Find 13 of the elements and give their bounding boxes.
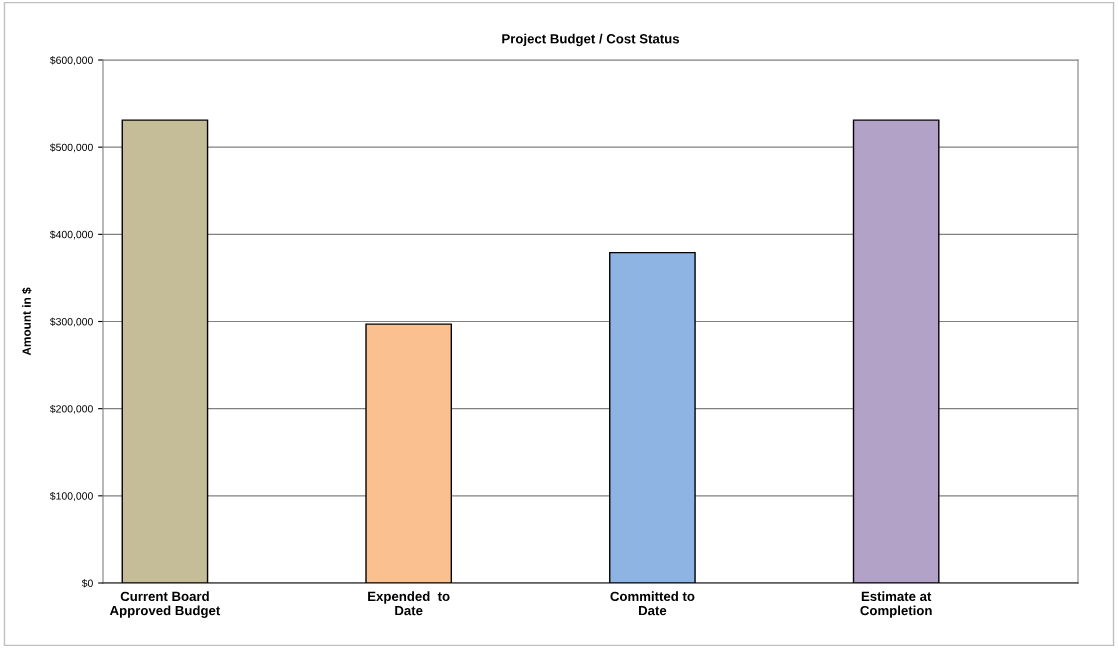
y-tick-label: $0: [81, 579, 93, 588]
x-tick-label: Current Board Approved Budget: [109, 591, 221, 618]
y-tick-label: $300,000: [49, 317, 93, 327]
y-axis-title: Amount in $: [21, 287, 32, 356]
y-tick-label: $600,000: [49, 56, 93, 66]
x-tick-label: Expended to Date: [368, 591, 450, 616]
y-tick-label: $500,000: [49, 143, 93, 153]
y-tick-label: $100,000: [49, 491, 93, 501]
chart-title: Project Budget / Cost Status: [502, 33, 680, 47]
x-tick-label: Estimate at Completion: [860, 591, 932, 618]
y-tick-label: $200,000: [49, 404, 93, 414]
x-tick-label: Committed to Date: [610, 591, 695, 616]
y-tick-label: $400,000: [49, 230, 93, 240]
